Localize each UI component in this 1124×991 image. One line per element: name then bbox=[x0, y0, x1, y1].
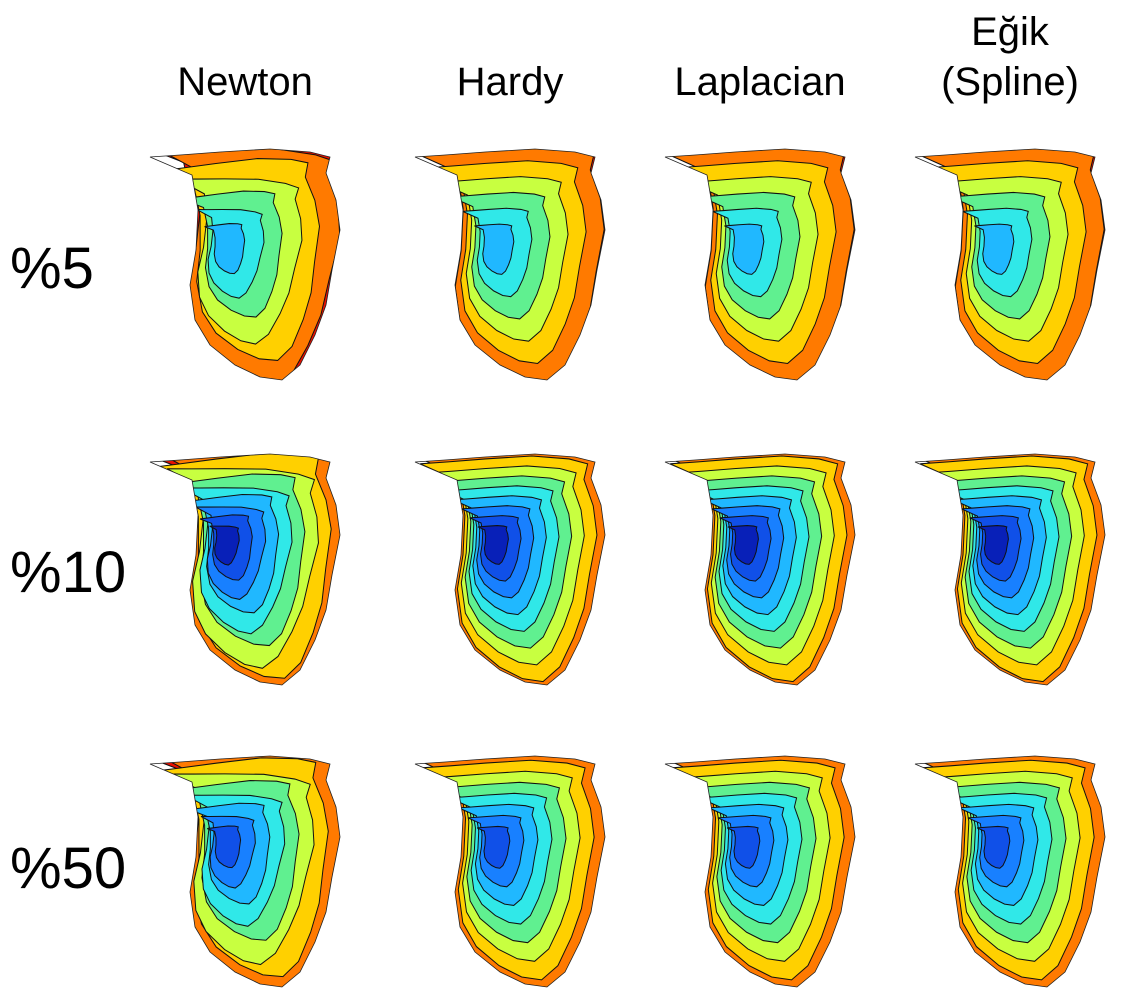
contour-outline bbox=[414, 148, 606, 381]
contour-band bbox=[974, 223, 1015, 275]
column-header: Eğik bbox=[971, 10, 1050, 54]
contour-band bbox=[977, 525, 1009, 565]
contour-outline bbox=[914, 148, 1106, 381]
contour-map bbox=[150, 149, 340, 380]
contour-outline bbox=[664, 453, 856, 686]
column-header: Laplacian bbox=[674, 60, 845, 104]
contour-outline bbox=[914, 755, 1106, 988]
column-header: Newton bbox=[177, 60, 313, 104]
contour-outline bbox=[414, 755, 606, 988]
row-label: %5 bbox=[10, 236, 94, 301]
column-header: (Spline) bbox=[941, 60, 1079, 104]
contour-outline bbox=[914, 453, 1106, 686]
contour-band bbox=[207, 825, 242, 869]
contour-band bbox=[477, 525, 509, 565]
contour-band bbox=[726, 825, 761, 869]
contour-band bbox=[474, 223, 515, 275]
contour-outline bbox=[664, 148, 856, 381]
contour-band bbox=[209, 525, 240, 566]
contour-band bbox=[476, 825, 511, 869]
row-label: %10 bbox=[10, 540, 126, 605]
contour-outline bbox=[664, 755, 856, 988]
contour-band bbox=[727, 525, 759, 565]
contour-map bbox=[665, 454, 855, 685]
contour-band bbox=[204, 223, 246, 275]
contour-band bbox=[724, 223, 765, 275]
column-header: Hardy bbox=[457, 60, 564, 104]
contour-outline bbox=[149, 453, 341, 686]
contour-map bbox=[150, 454, 340, 685]
contour-outline bbox=[414, 453, 606, 686]
contour-band bbox=[976, 825, 1011, 869]
row-label: %50 bbox=[10, 836, 126, 901]
contour-outline bbox=[149, 755, 341, 988]
contour-outline bbox=[149, 148, 341, 381]
